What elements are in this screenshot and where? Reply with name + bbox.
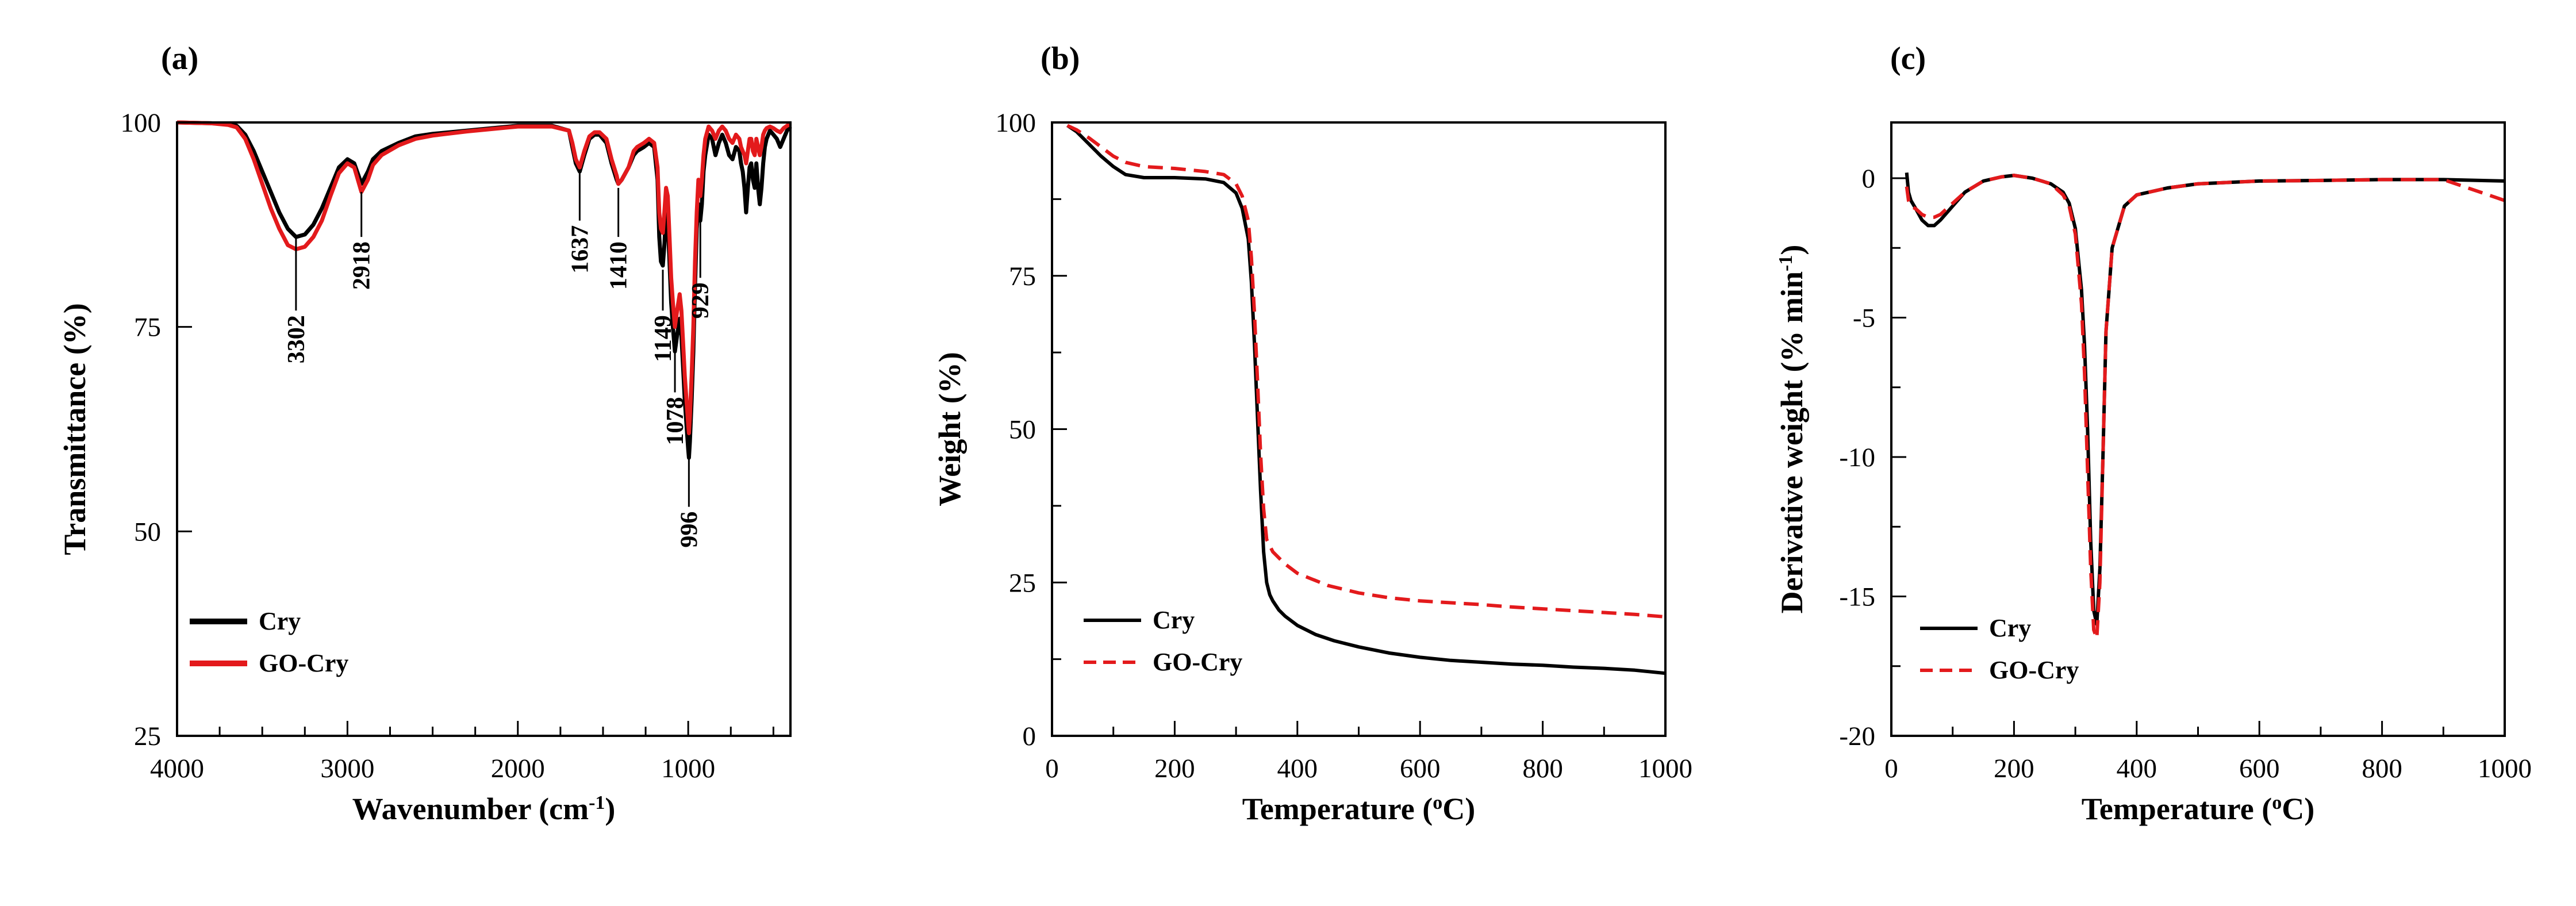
x-tick-label: 1000: [1638, 754, 1692, 784]
legend-label: Cry: [259, 607, 301, 635]
x-tick-label: 0: [1045, 754, 1059, 784]
series-line-go-cry: [1066, 124, 1666, 619]
plot-frame: [1051, 121, 1667, 737]
y-tick-label: -10: [1839, 443, 1875, 473]
series-line-go-cry: [176, 120, 792, 436]
x-tick-label: 4000: [150, 754, 204, 784]
y-tick-label: 0: [1023, 721, 1036, 751]
annotation-label: 3302: [283, 315, 310, 363]
legend-label: GO-Cry: [1989, 656, 2079, 684]
x-tick-label: 600: [2239, 754, 2280, 784]
x-axis-label: Temperature (oC): [2082, 792, 2314, 826]
annotation-label: 2918: [349, 241, 375, 290]
y-axis-label: Derivative weight (% min-1): [1775, 245, 1809, 614]
x-tick-label: 800: [1522, 754, 1563, 784]
y-tick-label: -15: [1839, 582, 1875, 612]
y-tick-label: 25: [134, 721, 161, 751]
x-axis-label: Wavenumber (cm-1): [352, 792, 616, 826]
legend-label: Cry: [1153, 606, 1195, 634]
series-line-go-cry: [1905, 174, 2505, 640]
y-tick-label: -5: [1853, 304, 1875, 333]
annotation-label: 1637: [567, 225, 593, 274]
annotation-label: 1149: [650, 315, 677, 362]
x-tick-label: 800: [2362, 754, 2402, 784]
y-tick-label: 50: [1009, 415, 1036, 445]
panel-label: (a): [161, 41, 198, 76]
legend-label: GO-Cry: [259, 649, 348, 677]
y-tick-label: 75: [1009, 262, 1036, 291]
panel-label: (b): [1041, 41, 1080, 76]
x-tick-label: 2000: [491, 754, 545, 784]
series-line-cry: [1905, 172, 2505, 626]
panel-b-tga-chart: (b) 0 200 400 600 800 1000 0 25 50 75 100 Temperatur…: [932, 41, 1692, 826]
x-tick-label: 1000: [661, 754, 715, 784]
panel-a-ftir-chart: (a) 4000 3000 2000 1000 25 50 75 100 Wavenumber (…: [57, 41, 792, 826]
x-tick-label: 1000: [2478, 754, 2532, 784]
annotation-label: 996: [676, 512, 702, 548]
legend-label: Cry: [1989, 614, 2031, 642]
x-tick-label: 400: [1277, 754, 1318, 784]
x-axis-label: Temperature (oC): [1242, 792, 1475, 826]
annotation-label: 1078: [662, 397, 689, 445]
panel-c-dtg-chart: (c) 0 200 400 600 800 1000 -20 -15 -10 -5 0 Temperat…: [1775, 41, 2532, 826]
y-tick-label: 100: [121, 108, 162, 138]
x-tick-label: 600: [1400, 754, 1441, 784]
y-tick-label: 0: [1862, 164, 1876, 194]
y-axis-label: Weight (%): [932, 352, 967, 506]
y-tick-label: 75: [134, 313, 161, 343]
x-tick-label: 3000: [320, 754, 374, 784]
plot-frame: [1890, 121, 2506, 737]
annotation-label: 1410: [606, 241, 632, 290]
x-tick-label: 200: [1154, 754, 1195, 784]
plot-frame: [176, 121, 792, 737]
y-tick-label: 25: [1009, 568, 1036, 598]
panel-label: (c): [1890, 41, 1926, 76]
y-tick-label: 50: [134, 517, 161, 547]
series-line-cry: [1066, 124, 1666, 675]
y-axis-label: Transmittance (%): [57, 303, 92, 555]
y-tick-label: -20: [1839, 721, 1875, 751]
annotation-label: 929: [688, 282, 714, 318]
x-tick-label: 400: [2117, 754, 2157, 784]
x-tick-label: 0: [1884, 754, 1898, 784]
legend-label: GO-Cry: [1153, 648, 1242, 676]
y-tick-label: 100: [996, 108, 1036, 138]
x-tick-label: 200: [1994, 754, 2034, 784]
